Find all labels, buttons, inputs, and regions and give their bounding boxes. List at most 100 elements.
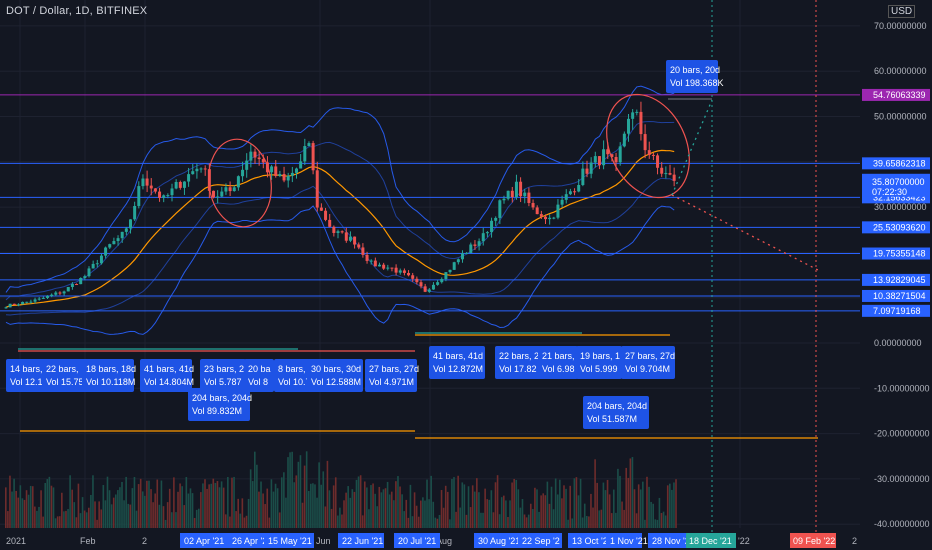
date-badge[interactable] bbox=[518, 533, 562, 548]
level-badge[interactable] bbox=[862, 247, 930, 260]
date-badge[interactable] bbox=[606, 533, 642, 548]
date-badge-label: 22 Jun '21 bbox=[342, 536, 383, 546]
volume-bar bbox=[92, 475, 94, 528]
volume-bar bbox=[436, 518, 439, 528]
volume-bar bbox=[590, 493, 592, 528]
date-badge[interactable] bbox=[264, 533, 314, 548]
volume-bar bbox=[158, 504, 161, 528]
volume-bar bbox=[137, 484, 140, 528]
volume-bar bbox=[227, 477, 229, 528]
annotation-box bbox=[365, 359, 417, 392]
drawing-overlays[interactable] bbox=[18, 0, 819, 532]
level-badge[interactable] bbox=[862, 289, 930, 302]
candle-body bbox=[419, 282, 423, 287]
volume-bar bbox=[546, 481, 549, 528]
date-badge[interactable] bbox=[394, 533, 440, 548]
annotation-box bbox=[82, 359, 134, 392]
candle-body bbox=[170, 188, 174, 196]
candle-body bbox=[560, 199, 564, 205]
candle-body bbox=[220, 191, 224, 197]
candle-body bbox=[564, 194, 568, 200]
annotation-box bbox=[495, 346, 543, 379]
candle-body bbox=[631, 112, 635, 119]
volume-bar bbox=[571, 518, 574, 528]
volume-bar bbox=[523, 514, 526, 528]
candle-body bbox=[16, 304, 20, 306]
candle-body bbox=[568, 191, 572, 195]
symbol-title[interactable]: DOT / Dollar, 1D, BITFINEX bbox=[6, 5, 148, 17]
range-annotation[interactable]: 22 bars, 2 Vol 17.82 bbox=[495, 346, 543, 379]
range-annotation[interactable]: 20 bars, 20d Vol 198.368K bbox=[666, 60, 724, 93]
candle-body bbox=[544, 216, 547, 220]
time-axis[interactable]: 2021 Feb 2 Jun Aug '22 2 02 Apr '21 26 Apr '2 15 … bbox=[0, 532, 932, 550]
range-annotation[interactable]: 204 bars, 204d Vol 89.832M bbox=[188, 388, 252, 421]
annotation-volume: Vol 10.7 bbox=[278, 377, 311, 387]
range-annotation[interactable]: 18 bars, 18d Vol 10.118M bbox=[82, 359, 136, 392]
range-annotation[interactable]: 41 bars, 41d Vol 12.872M bbox=[429, 346, 485, 379]
volume-bar bbox=[467, 486, 470, 528]
candle-body bbox=[12, 303, 16, 305]
volume-bar bbox=[446, 491, 449, 528]
volume-bar bbox=[577, 495, 580, 528]
range-annotation[interactable]: 30 bars, 30d Vol 12.588M bbox=[307, 359, 363, 392]
future-date-badge[interactable] bbox=[686, 533, 736, 548]
level-badge[interactable] bbox=[862, 221, 930, 234]
level-badge[interactable] bbox=[862, 304, 930, 317]
range-annotation[interactable]: 27 bars, 27d Vol 4.971M bbox=[365, 359, 419, 392]
projection-up[interactable] bbox=[671, 99, 713, 196]
currency-label[interactable]: USD bbox=[888, 5, 916, 18]
volume-bar bbox=[586, 516, 588, 528]
level-badge[interactable] bbox=[862, 273, 930, 286]
horizontal-levels[interactable] bbox=[0, 94, 860, 312]
date-badge[interactable] bbox=[568, 533, 616, 548]
volume-bar bbox=[480, 512, 482, 528]
volume-bar bbox=[77, 483, 80, 528]
level-badge[interactable] bbox=[862, 88, 930, 101]
range-annotation[interactable]: 19 bars, 1 Vol 5.999 bbox=[576, 346, 622, 379]
date-badge[interactable] bbox=[474, 533, 522, 548]
candle-body bbox=[423, 286, 427, 292]
range-annotation[interactable]: 41 bars, 41d Vol 14.804M bbox=[140, 359, 194, 392]
projection-down[interactable] bbox=[671, 194, 819, 271]
volume-bar bbox=[559, 479, 561, 528]
range-annotation[interactable]: 204 bars, 204d Vol 51.587M bbox=[583, 396, 649, 429]
volume-bar bbox=[432, 501, 435, 528]
candle-body bbox=[378, 264, 381, 267]
highlight-circle[interactable] bbox=[203, 135, 277, 231]
volume-bar bbox=[465, 514, 468, 528]
volume-bar bbox=[623, 509, 625, 528]
volume-bar bbox=[200, 492, 202, 528]
range-annotation[interactable]: 20 ba Vol 8 bbox=[244, 359, 274, 392]
range-annotation[interactable]: 21 bars, Vol 6.98 bbox=[538, 346, 578, 379]
candle-body bbox=[145, 178, 149, 186]
candle-body bbox=[527, 192, 531, 203]
volume-bar bbox=[569, 485, 571, 528]
volume-bar bbox=[272, 491, 275, 528]
range-annotation[interactable]: 27 bars, 27d Vol 9.704M bbox=[621, 346, 675, 379]
highlight-circle[interactable] bbox=[591, 81, 706, 211]
date-badge[interactable] bbox=[648, 533, 688, 548]
candle-body bbox=[614, 157, 618, 163]
price-axis[interactable]: 70.0000000060.0000000050.0000000040.0000… bbox=[860, 0, 930, 532]
date-badge[interactable] bbox=[338, 533, 384, 548]
candle-body bbox=[498, 200, 502, 218]
volume-bar bbox=[307, 490, 310, 528]
date-badge-label: 26 Apr '2 bbox=[232, 536, 267, 546]
current-price-badge[interactable] bbox=[862, 173, 930, 197]
price-tick: 0.00000000 bbox=[874, 338, 922, 348]
range-annotation[interactable]: 22 bars, Vol 15.75 bbox=[42, 359, 90, 392]
price-tick: -20.00000000 bbox=[874, 429, 930, 439]
date-badge[interactable] bbox=[180, 533, 230, 548]
volume-bar bbox=[150, 489, 152, 528]
range-annotation[interactable]: 23 bars, 2 Vol 5.787 bbox=[200, 359, 246, 392]
future-date-badge[interactable] bbox=[790, 533, 836, 548]
volume-bar bbox=[162, 506, 165, 528]
level-badge[interactable] bbox=[862, 157, 930, 170]
candle-body bbox=[589, 162, 593, 174]
volume-bar bbox=[617, 468, 619, 528]
candle-body bbox=[137, 186, 141, 206]
volume-bar bbox=[637, 484, 640, 528]
range-annotation[interactable]: 8 bars, Vol 10.7 bbox=[274, 359, 311, 392]
